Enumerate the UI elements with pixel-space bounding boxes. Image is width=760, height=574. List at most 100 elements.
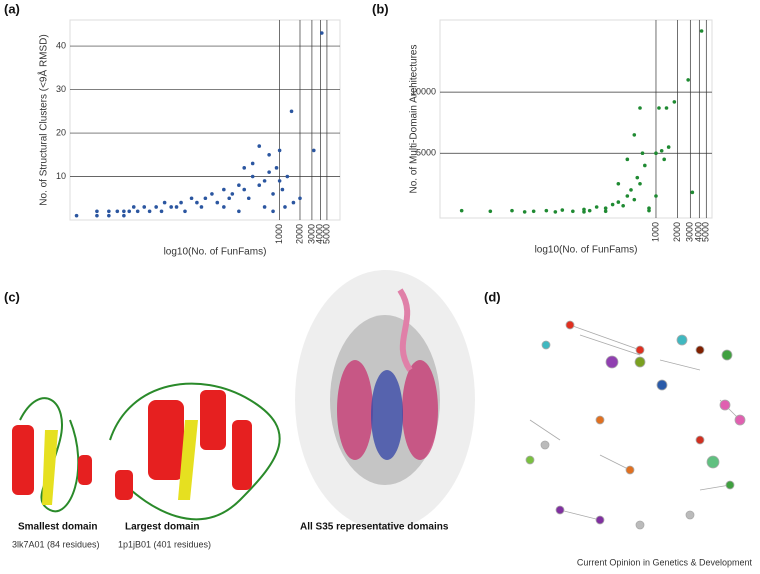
panel-label: (b) bbox=[372, 1, 389, 16]
point bbox=[587, 208, 592, 213]
point bbox=[237, 209, 241, 214]
point bbox=[274, 166, 279, 170]
point bbox=[210, 192, 214, 196]
y-axis-label: No. of Multi-Domain Architectures bbox=[409, 45, 420, 194]
point bbox=[237, 183, 241, 188]
point bbox=[262, 179, 267, 183]
point bbox=[662, 157, 666, 162]
point bbox=[298, 196, 302, 201]
point bbox=[95, 213, 99, 218]
point bbox=[560, 208, 565, 212]
ensemble-art bbox=[295, 270, 475, 530]
y-tick-label: 10 bbox=[56, 171, 66, 181]
point bbox=[267, 152, 271, 157]
point bbox=[250, 161, 255, 166]
plot-area bbox=[69, 19, 341, 221]
point bbox=[285, 174, 290, 179]
point bbox=[635, 175, 640, 180]
panel-label: (a) bbox=[4, 1, 20, 16]
point bbox=[142, 205, 147, 209]
point bbox=[280, 187, 285, 192]
y-tick-label: 10000 bbox=[411, 86, 436, 96]
point bbox=[654, 151, 658, 156]
x-tick-label: 3000 bbox=[685, 222, 695, 242]
x-tick-label: 3000 bbox=[306, 224, 316, 244]
y-axis-label: No. of Structural Clusters (<9Å RMSD) bbox=[37, 34, 50, 205]
caption: Largest domain bbox=[125, 522, 199, 533]
point bbox=[174, 205, 179, 209]
point bbox=[257, 183, 262, 188]
point bbox=[625, 157, 630, 162]
point bbox=[271, 209, 275, 214]
point bbox=[222, 187, 226, 192]
point bbox=[632, 133, 637, 137]
point bbox=[459, 208, 464, 213]
y-tick-label: 5000 bbox=[416, 148, 436, 158]
point bbox=[122, 209, 126, 214]
point bbox=[107, 213, 111, 218]
point bbox=[107, 209, 111, 214]
caption: Smallest domain bbox=[18, 522, 97, 533]
point bbox=[289, 109, 294, 114]
caption: All S35 representative domains bbox=[300, 522, 449, 533]
point bbox=[267, 170, 271, 174]
y-tick-label: 30 bbox=[56, 84, 66, 94]
point bbox=[553, 210, 558, 214]
point bbox=[690, 190, 695, 195]
point bbox=[686, 78, 690, 82]
point bbox=[183, 209, 187, 214]
point bbox=[169, 205, 173, 209]
point bbox=[672, 100, 677, 104]
point bbox=[179, 200, 183, 205]
x-tick-label: 2000 bbox=[294, 224, 304, 244]
point bbox=[643, 163, 647, 168]
point bbox=[250, 174, 255, 179]
point bbox=[312, 148, 316, 153]
point bbox=[320, 31, 324, 35]
point bbox=[616, 200, 621, 204]
x-tick-label: 4000 bbox=[694, 222, 704, 242]
x-tick-label: 1000 bbox=[650, 222, 660, 242]
point bbox=[277, 179, 282, 183]
point bbox=[135, 209, 140, 214]
point bbox=[222, 205, 226, 209]
point bbox=[230, 192, 235, 196]
caption-sub: 3lk7A01 (84 residues) bbox=[12, 539, 100, 549]
point bbox=[664, 106, 669, 110]
point bbox=[666, 145, 671, 149]
point bbox=[242, 187, 247, 192]
x-tick-label: 5000 bbox=[321, 224, 331, 244]
point bbox=[522, 210, 527, 214]
point bbox=[291, 200, 296, 205]
y-tick-label: 20 bbox=[56, 127, 66, 137]
panel-label: (d) bbox=[484, 289, 501, 304]
x-tick-label: 2000 bbox=[672, 222, 682, 242]
point bbox=[625, 194, 630, 198]
point bbox=[647, 208, 651, 213]
point bbox=[199, 205, 204, 209]
y-tick-label: 40 bbox=[56, 40, 66, 50]
panel-label: (c) bbox=[4, 289, 20, 304]
point bbox=[242, 166, 247, 170]
point bbox=[195, 200, 199, 205]
point bbox=[162, 200, 167, 205]
point bbox=[657, 106, 661, 110]
network-art bbox=[525, 320, 746, 530]
point bbox=[531, 209, 536, 214]
large-domain-art bbox=[109, 382, 281, 521]
point bbox=[159, 209, 164, 214]
point bbox=[616, 181, 621, 186]
point bbox=[115, 209, 120, 214]
point bbox=[246, 196, 251, 201]
point bbox=[640, 151, 645, 156]
point bbox=[610, 202, 615, 207]
point bbox=[629, 188, 633, 192]
x-axis-label: log10(No. of FunFams) bbox=[535, 245, 638, 256]
footer: Current Opinion in Genetics & Developmen… bbox=[577, 557, 753, 567]
point bbox=[632, 197, 637, 202]
point bbox=[283, 205, 287, 209]
caption-sub: 1p1jB01 (401 residues) bbox=[118, 539, 211, 549]
point bbox=[262, 205, 267, 209]
